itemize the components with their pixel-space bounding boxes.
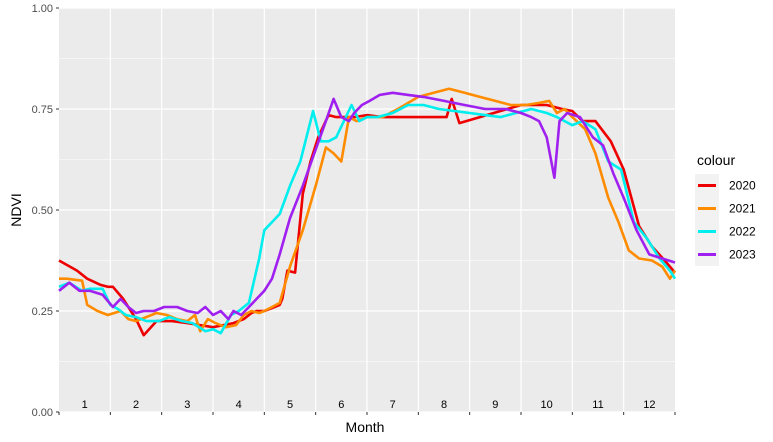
month-label: 3 xyxy=(184,399,190,411)
x-axis: 1 2 3 4 5 6 7 8 9 10 11 12 xyxy=(58,399,676,415)
y-tick-label: 1.00 xyxy=(32,3,53,15)
month-label: 10 xyxy=(541,399,553,411)
y-tick-label: 0.00 xyxy=(32,407,53,419)
legend-label-2021: 2021 xyxy=(729,202,756,216)
legend-label-2022: 2022 xyxy=(729,225,756,239)
series-line-2021 xyxy=(59,87,677,333)
legend: colour 2020 2021 2022 2023 xyxy=(695,152,756,266)
month-label: 8 xyxy=(441,399,447,411)
legend-title: colour xyxy=(697,152,735,168)
month-label: 5 xyxy=(287,399,293,411)
month-label: 1 xyxy=(82,399,88,411)
month-label: 9 xyxy=(492,399,498,411)
series-lines xyxy=(58,87,677,337)
month-label: 12 xyxy=(643,399,655,411)
series-line-2022 xyxy=(58,103,677,335)
x-axis-title: Month xyxy=(346,419,385,435)
y-axis-title: NDVI xyxy=(8,193,24,226)
y-tick-label: 0.75 xyxy=(32,104,53,116)
major-gridlines xyxy=(59,7,675,413)
legend-label-2023: 2023 xyxy=(729,248,756,262)
y-tick-label: 0.25 xyxy=(32,306,53,318)
y-axis: 0.00 0.25 0.50 0.75 1.00 xyxy=(32,3,59,419)
month-label: 11 xyxy=(592,399,603,411)
y-tick-label: 0.50 xyxy=(32,205,53,217)
month-label: 6 xyxy=(338,399,344,411)
month-label: 7 xyxy=(390,399,396,411)
month-label: 4 xyxy=(236,399,242,411)
legend-label-2020: 2020 xyxy=(729,179,756,193)
month-label: 2 xyxy=(133,399,139,411)
series-line-2023 xyxy=(58,91,676,321)
